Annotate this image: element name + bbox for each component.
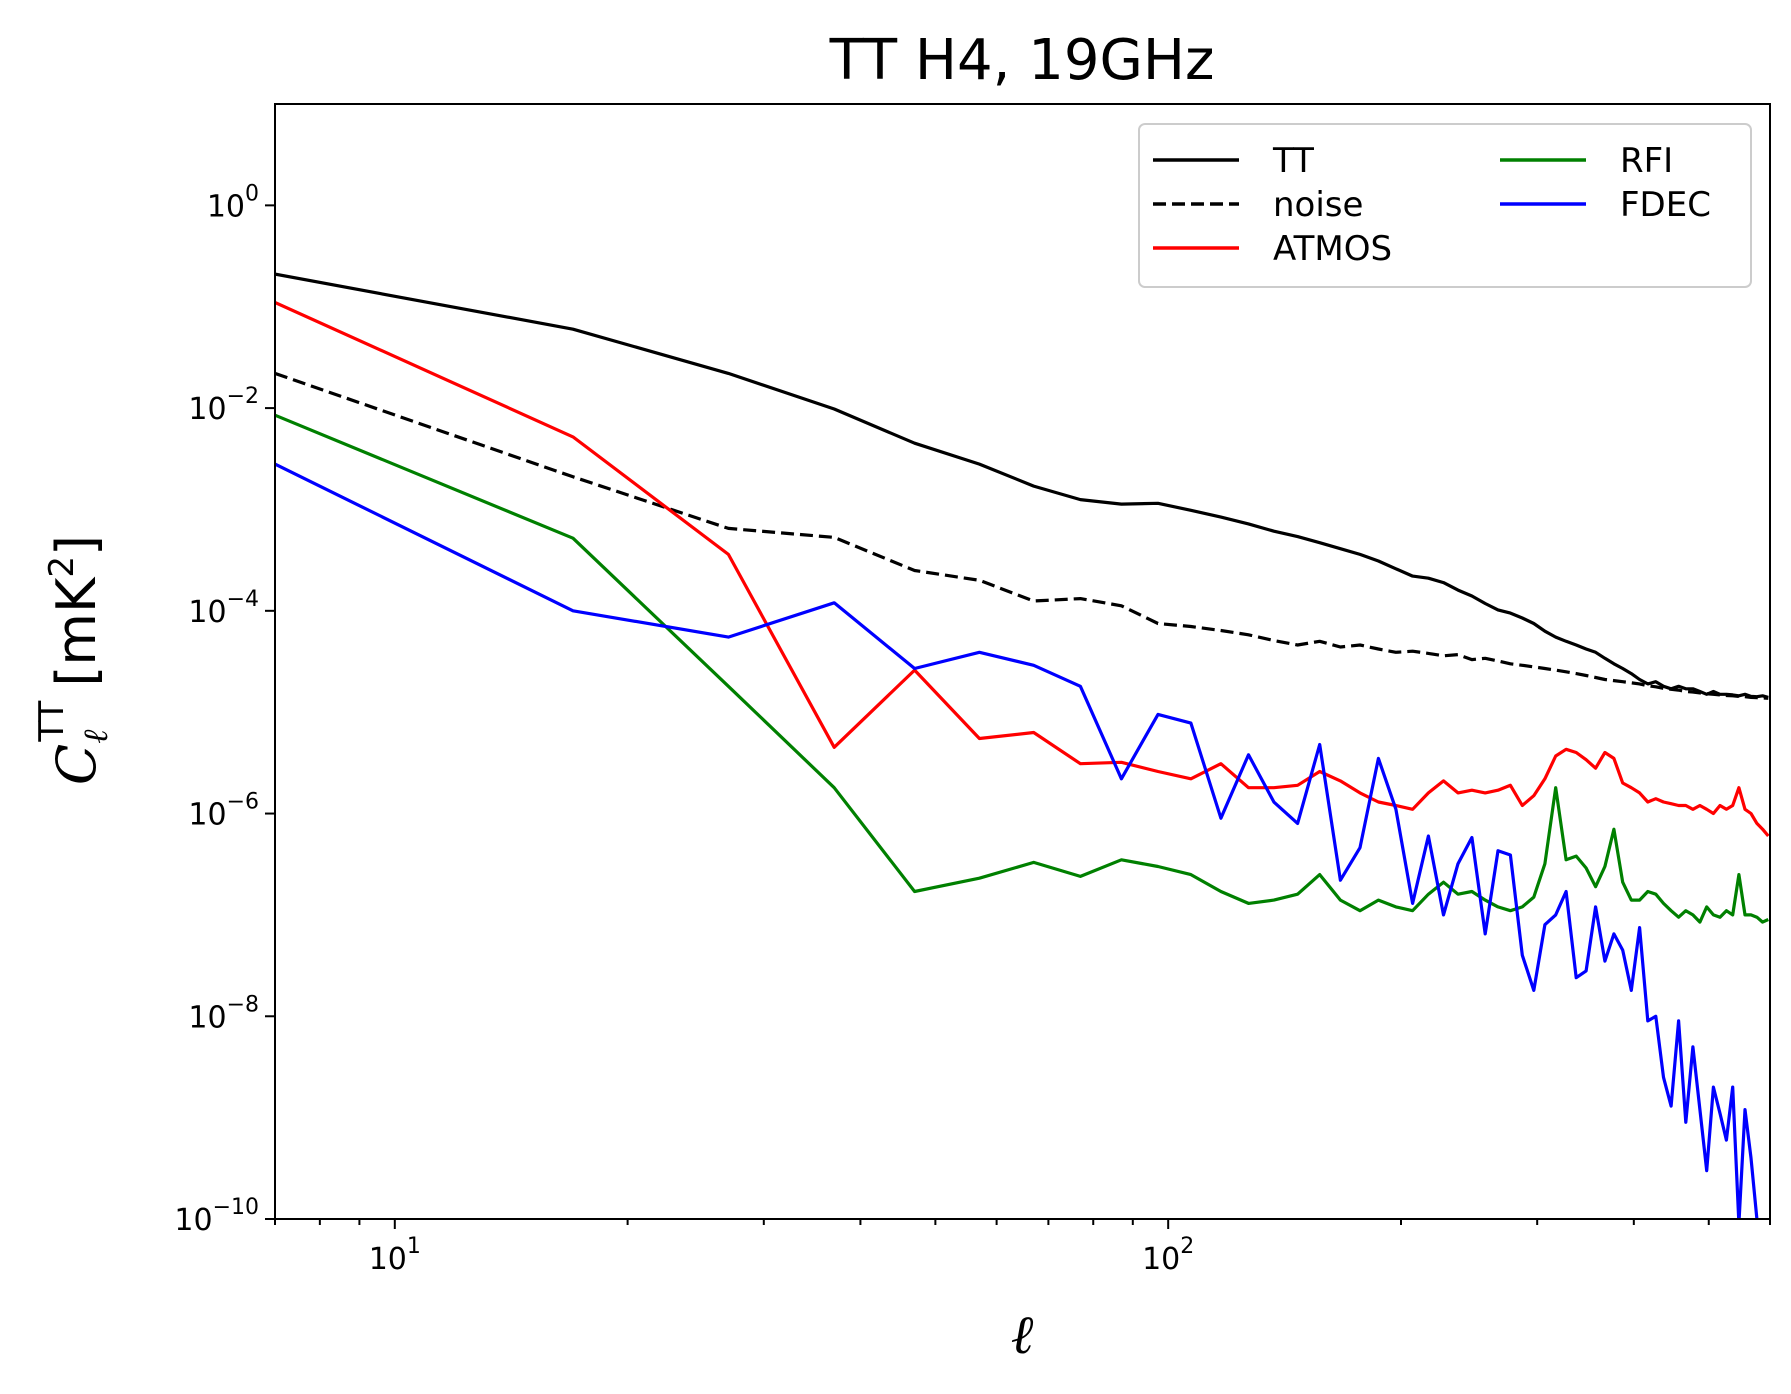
plot-frame — [274, 103, 1771, 1220]
y-tick-label: 10−10 — [174, 1195, 259, 1238]
legend-label-fdec: FDEC — [1620, 185, 1711, 225]
chart-title: TT H4, 19GHz — [829, 28, 1215, 93]
y-label-units: [mK — [45, 576, 108, 687]
x-tick-label: 101 — [369, 1234, 421, 1277]
legend-label-rfi: RFI — [1620, 141, 1673, 181]
y-label-main: C — [45, 744, 108, 785]
y-tick-label: 10−6 — [188, 790, 259, 833]
series-line-noise — [275, 371, 1769, 700]
legend-box — [1138, 123, 1752, 288]
y-axis-label: Cℓ TT [mK2] — [32, 535, 116, 785]
x-tick-label: 102 — [1142, 1234, 1194, 1277]
legend-label-noise: noise — [1273, 185, 1363, 225]
y-label-sub: ℓ — [76, 730, 116, 744]
y-axis: 100 10−2 10−4 10−6 10−8 10−10 — [174, 181, 275, 1238]
series-line-rfi — [275, 413, 1769, 924]
series-line-atmos — [275, 301, 1770, 838]
legend-label-tt: TT — [1272, 141, 1314, 181]
legend-label-atmos: ATMOS — [1273, 229, 1392, 269]
svg-text:CℓTT[mK2]: Cℓ TT [mK2] — [32, 535, 116, 785]
y-label-units-close: ] — [45, 535, 108, 556]
y-label-sup: TT — [32, 700, 72, 742]
series-line-fdec — [275, 462, 1759, 1219]
x-axis: 101 102 — [274, 1219, 1771, 1277]
series-layer — [275, 272, 1770, 1219]
y-tick-label: 10−8 — [188, 992, 259, 1035]
x-axis-label: ℓ — [1011, 1303, 1034, 1366]
y-tick-label: 10−4 — [188, 587, 259, 630]
y-tick-label: 10−2 — [188, 384, 259, 427]
y-tick-label: 100 — [207, 181, 259, 224]
y-label-units-sup: 2 — [42, 556, 82, 578]
